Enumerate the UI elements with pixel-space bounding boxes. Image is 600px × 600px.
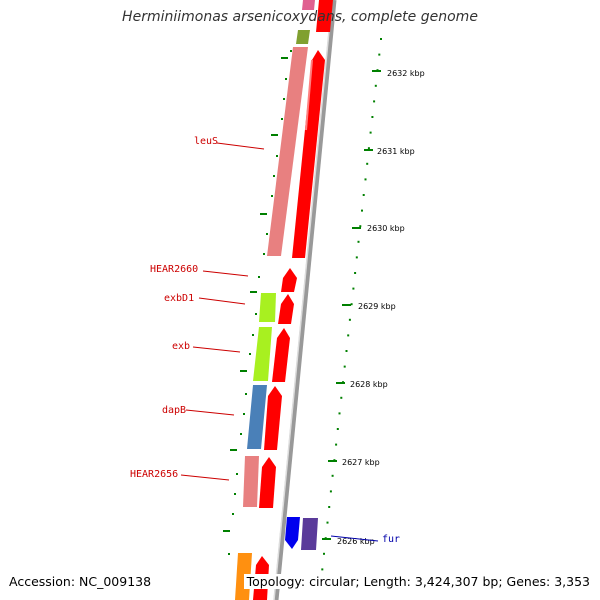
scale-ticks xyxy=(322,70,381,540)
scale-dot xyxy=(362,194,365,196)
scale-dot xyxy=(338,412,341,415)
feature-exb-lime[interactable] xyxy=(253,327,272,381)
outer-scale-dots xyxy=(319,38,382,586)
scale-dot xyxy=(374,84,377,87)
feature-hear2656-pink[interactable] xyxy=(243,456,259,507)
scale-dot xyxy=(369,131,372,134)
gene-label-exb[interactable]: exb xyxy=(172,341,190,352)
gene-label-fur[interactable]: fur xyxy=(382,534,400,545)
scale-dot xyxy=(378,53,381,56)
cds-arrow-exbD1[interactable] xyxy=(278,294,294,324)
map-title: Herminiimonas arsenicoxydans, complete g… xyxy=(122,9,478,25)
reverse-strand-features xyxy=(235,0,318,600)
gene-label-dapB[interactable]: dapB xyxy=(162,405,186,416)
gene-label-exbD1[interactable]: exbD1 xyxy=(164,293,194,304)
scale-dot xyxy=(361,209,363,212)
scale-dot xyxy=(350,303,353,306)
scale-dot xyxy=(321,568,324,571)
scale-dot xyxy=(326,521,329,524)
cds-arrow-exb[interactable] xyxy=(272,328,290,382)
scale-dot xyxy=(345,350,348,352)
feature-fur-purple[interactable] xyxy=(301,518,318,550)
scale-dot xyxy=(359,225,362,228)
scale-dot xyxy=(328,506,331,508)
scale-label-2627: 2627 kbp xyxy=(342,458,380,467)
scale-label-2629: 2629 kbp xyxy=(358,302,396,311)
scale-dot xyxy=(352,287,355,290)
feature-leuS-pink[interactable] xyxy=(267,47,308,256)
gene-label-leuS[interactable]: leuS xyxy=(194,136,218,147)
scale-dot xyxy=(323,552,325,555)
scale-dot xyxy=(331,474,334,477)
scale-dot xyxy=(357,240,360,243)
scale-label-2626: 2626 kbp xyxy=(337,537,375,546)
feature-top-olive[interactable] xyxy=(296,30,310,44)
cds-arrow-hear2660[interactable] xyxy=(281,268,297,292)
scale-dot xyxy=(340,396,343,399)
cds-arrow-leuS[interactable] xyxy=(292,50,325,258)
scale-dot xyxy=(380,38,382,40)
scale-label-2631: 2631 kbp xyxy=(377,147,415,156)
scale-dot xyxy=(343,365,346,368)
gene-labels: leuS HEAR2660 exbD1 exb dapB HEAR2656 fu… xyxy=(130,136,400,545)
cds-arrow-dapB[interactable] xyxy=(264,386,282,450)
cds-arrow-hear2656[interactable] xyxy=(259,457,276,508)
scale-dot xyxy=(354,272,357,274)
gene-label-lines xyxy=(180,142,379,542)
topology-text: Topology: circular; Length: 3,424,307 bp… xyxy=(243,574,590,589)
gene-label-hear2656[interactable]: HEAR2656 xyxy=(130,469,178,480)
scale-dot xyxy=(329,490,332,493)
scale-dot xyxy=(367,147,370,150)
scale-label-2632: 2632 kbp xyxy=(387,69,425,78)
genome-backbone xyxy=(273,0,337,600)
scale-dot xyxy=(364,178,367,181)
scale-label-2630: 2630 kbp xyxy=(367,224,405,233)
feature-dapB-blue[interactable] xyxy=(247,385,267,449)
scale-dot xyxy=(347,334,350,337)
scale-dot xyxy=(336,428,339,430)
scale-label-2628: 2628 kbp xyxy=(350,380,388,389)
scale-dot xyxy=(348,318,351,321)
feature-fur-blue[interactable] xyxy=(285,517,300,549)
feature-exbD1-lime[interactable] xyxy=(259,293,276,322)
feature-top-pink[interactable] xyxy=(302,0,315,10)
scale-dot xyxy=(335,443,338,446)
scale-labels: 2632 kbp 2631 kbp 2630 kbp 2629 kbp 2628… xyxy=(337,69,425,546)
cds-arrow-top[interactable] xyxy=(316,0,333,32)
accession-text: Accession: NC_009138 xyxy=(9,574,152,589)
inner-tick-marks xyxy=(223,50,292,555)
scale-dot xyxy=(371,116,374,118)
scale-dot xyxy=(355,256,358,259)
scale-dot xyxy=(373,100,376,103)
gene-label-hear2660[interactable]: HEAR2660 xyxy=(150,264,198,275)
scale-dot xyxy=(366,162,369,165)
